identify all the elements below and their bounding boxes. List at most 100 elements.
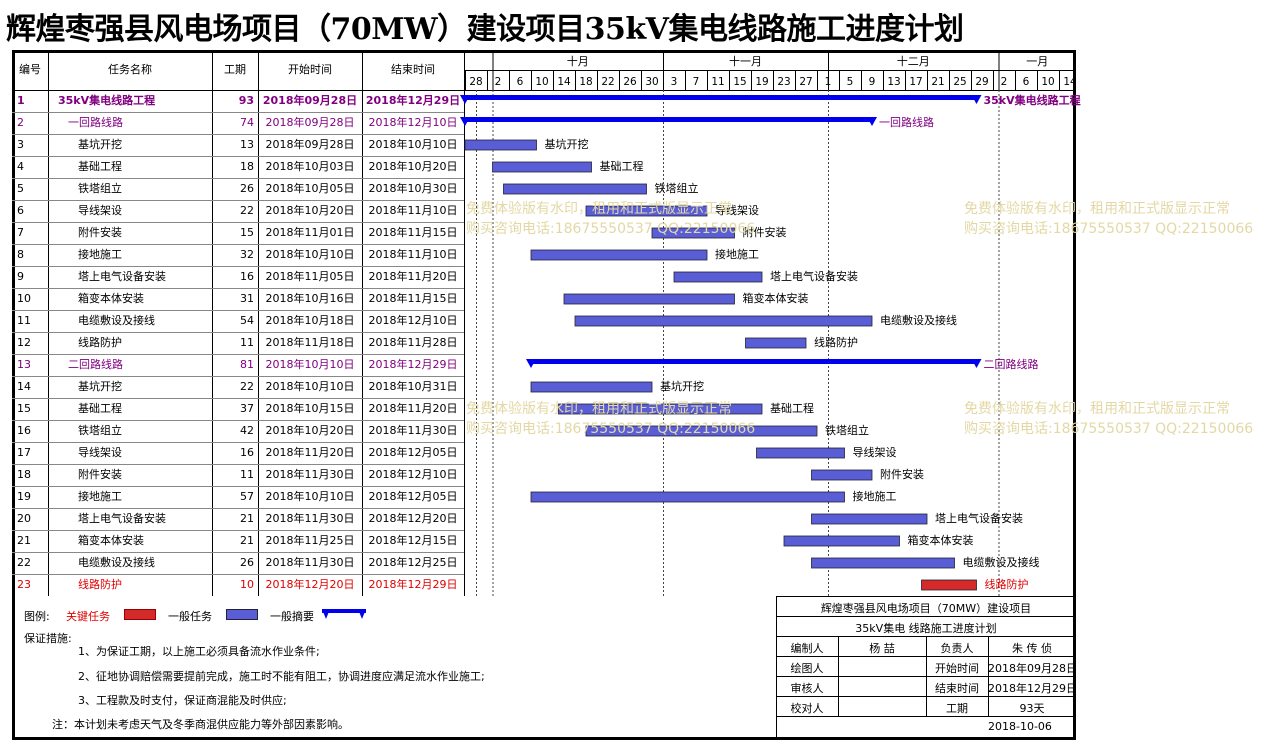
task-end: 2018年12月15日 — [368, 534, 458, 547]
task-bar — [530, 381, 653, 393]
task-id: 6 — [17, 204, 24, 217]
task-id: 7 — [17, 226, 24, 239]
task-duration: 42 — [240, 424, 254, 437]
task-name: 35kV集电线路工程 — [58, 94, 156, 107]
task-name: 基坑开挖 — [78, 380, 122, 393]
chart-frame — [12, 50, 1076, 740]
task-start: 2018年10月20日 — [265, 424, 355, 437]
month-label: 十一月 — [729, 54, 762, 68]
task-name: 塔上电气设备安装 — [78, 270, 166, 283]
legend-critical-label: 关键任务 — [66, 610, 110, 623]
gantt-chart: 十月 十一月 十二月 一月 28 2 6 10 14 18 22 26 30 3 7 11 15 19 23 27 1 5… — [12, 50, 1081, 596]
task-bar — [673, 271, 763, 283]
task-start: 2018年11月30日 — [265, 556, 355, 569]
task-bar — [585, 205, 708, 217]
column-header-start: 开始时间 — [288, 63, 332, 76]
task-name: 附件安装 — [78, 468, 122, 481]
day-tick-label: 14 — [557, 76, 571, 88]
info-start: 2018年09月28日 — [988, 662, 1077, 675]
bar-label: 35kV集电线路工程 — [983, 94, 1081, 107]
task-bar — [530, 491, 845, 503]
task-start: 2018年11月20日 — [265, 446, 355, 459]
task-bar — [783, 535, 900, 547]
summary-bar-end-marker — [971, 95, 982, 104]
task-id: 23 — [17, 578, 31, 591]
legend-summary-label: 一般摘要 — [270, 610, 314, 623]
legend-critical-swatch — [124, 609, 156, 620]
bar-label: 塔上电气设备安装 — [770, 270, 858, 283]
measures-note: 注：本计划未考虑天气及冬季商混供应能力等外部因素影响。 — [52, 718, 349, 731]
task-start: 2018年10月10日 — [265, 490, 355, 503]
task-start: 2018年09月28日 — [265, 138, 355, 151]
task-id: 16 — [17, 424, 31, 437]
bar-label: 二回路线路 — [983, 358, 1039, 371]
task-id: 4 — [17, 160, 24, 173]
bar-label: 基础工程 — [599, 160, 644, 173]
bar-label: 电缆敷设及接线 — [880, 314, 957, 327]
measures-label: 保证措施: — [24, 632, 72, 645]
task-bar — [811, 469, 873, 481]
day-tick-label: 6 — [517, 76, 524, 88]
task-name: 接地施工 — [78, 248, 122, 261]
bar-label: 附件安装 — [880, 468, 924, 481]
info-drafter-label: 绘图人 — [790, 662, 824, 675]
day-tick-label: 6 — [1023, 76, 1030, 88]
task-end: 2018年11月20日 — [368, 270, 458, 283]
day-tick-label: 10 — [1041, 76, 1054, 88]
task-name: 附件安装 — [78, 226, 122, 239]
task-id: 21 — [17, 534, 31, 547]
bar-label: 基坑开挖 — [660, 380, 704, 393]
day-tick-label: 11 — [711, 76, 724, 88]
task-name: 电缆敷设及接线 — [78, 314, 155, 327]
info-project: 辉煌枣强县风电场项目（70MW）建设项目 — [820, 602, 1032, 615]
bar-label: 基础工程 — [770, 402, 814, 415]
task-duration: 93 — [238, 94, 254, 107]
task-bar — [745, 337, 807, 349]
task-end: 2018年10月30日 — [368, 182, 458, 195]
day-tick-label: 23 — [777, 76, 790, 88]
task-bar — [530, 249, 708, 261]
task-start: 2018年10月05日 — [265, 182, 355, 195]
summary-bar-end-marker — [867, 117, 877, 126]
info-box-grid — [776, 596, 1076, 739]
bar-label: 铁塔组立 — [825, 424, 869, 437]
task-duration: 31 — [240, 292, 254, 305]
task-bar — [811, 557, 955, 569]
day-tick-label: 30 — [645, 76, 658, 88]
measure-item-3: 3、工程款及时支付，保证商混能及时供应; — [78, 694, 287, 707]
legend-normal-swatch — [226, 609, 258, 620]
watermark-right-top: 免费体验版有水印，租用和正式版显示正常 购买咨询电话:18675550537 QQ… — [964, 201, 1254, 237]
task-duration: 21 — [240, 534, 254, 547]
measure-item-2: 2、征地协调赔偿需要提前完成，施工时不能有阻工，协调进度应满足流水作业施工; — [78, 670, 485, 683]
summary-bar — [465, 117, 872, 122]
task-start: 2018年11月01日 — [265, 226, 355, 239]
day-tick-label: 13 — [887, 76, 900, 88]
task-bar — [558, 403, 763, 415]
task-end: 2018年11月30日 — [368, 424, 458, 437]
task-start: 2018年10月16日 — [265, 292, 355, 305]
day-tick-label: 2 — [495, 76, 502, 88]
task-name: 导线架设 — [78, 204, 122, 217]
info-start-label: 开始时间 — [935, 662, 979, 675]
day-tick-label: 28 — [469, 76, 482, 88]
task-duration: 18 — [240, 160, 254, 173]
task-name: 铁塔组立 — [78, 182, 122, 195]
day-tick-label: 27 — [799, 76, 812, 88]
info-compiler: 杨 喆 — [869, 642, 895, 655]
task-start: 2018年10月10日 — [265, 358, 355, 371]
task-end: 2018年11月28日 — [368, 336, 458, 349]
task-id: 1 — [17, 94, 25, 107]
task-name: 塔上电气设备安装 — [78, 512, 166, 525]
task-bar — [503, 183, 647, 195]
info-end-label: 结束时间 — [935, 682, 979, 695]
task-end: 2018年10月31日 — [368, 380, 458, 393]
task-duration: 11 — [240, 468, 254, 481]
task-name: 线路防护 — [78, 578, 122, 591]
day-tick-label: 7 — [693, 76, 700, 88]
task-id: 17 — [17, 446, 31, 459]
task-start: 2018年11月30日 — [265, 512, 355, 525]
task-id: 8 — [17, 248, 24, 261]
bar-label: 导线架设 — [852, 446, 897, 459]
task-id: 2 — [17, 116, 24, 129]
task-bar — [756, 447, 845, 459]
